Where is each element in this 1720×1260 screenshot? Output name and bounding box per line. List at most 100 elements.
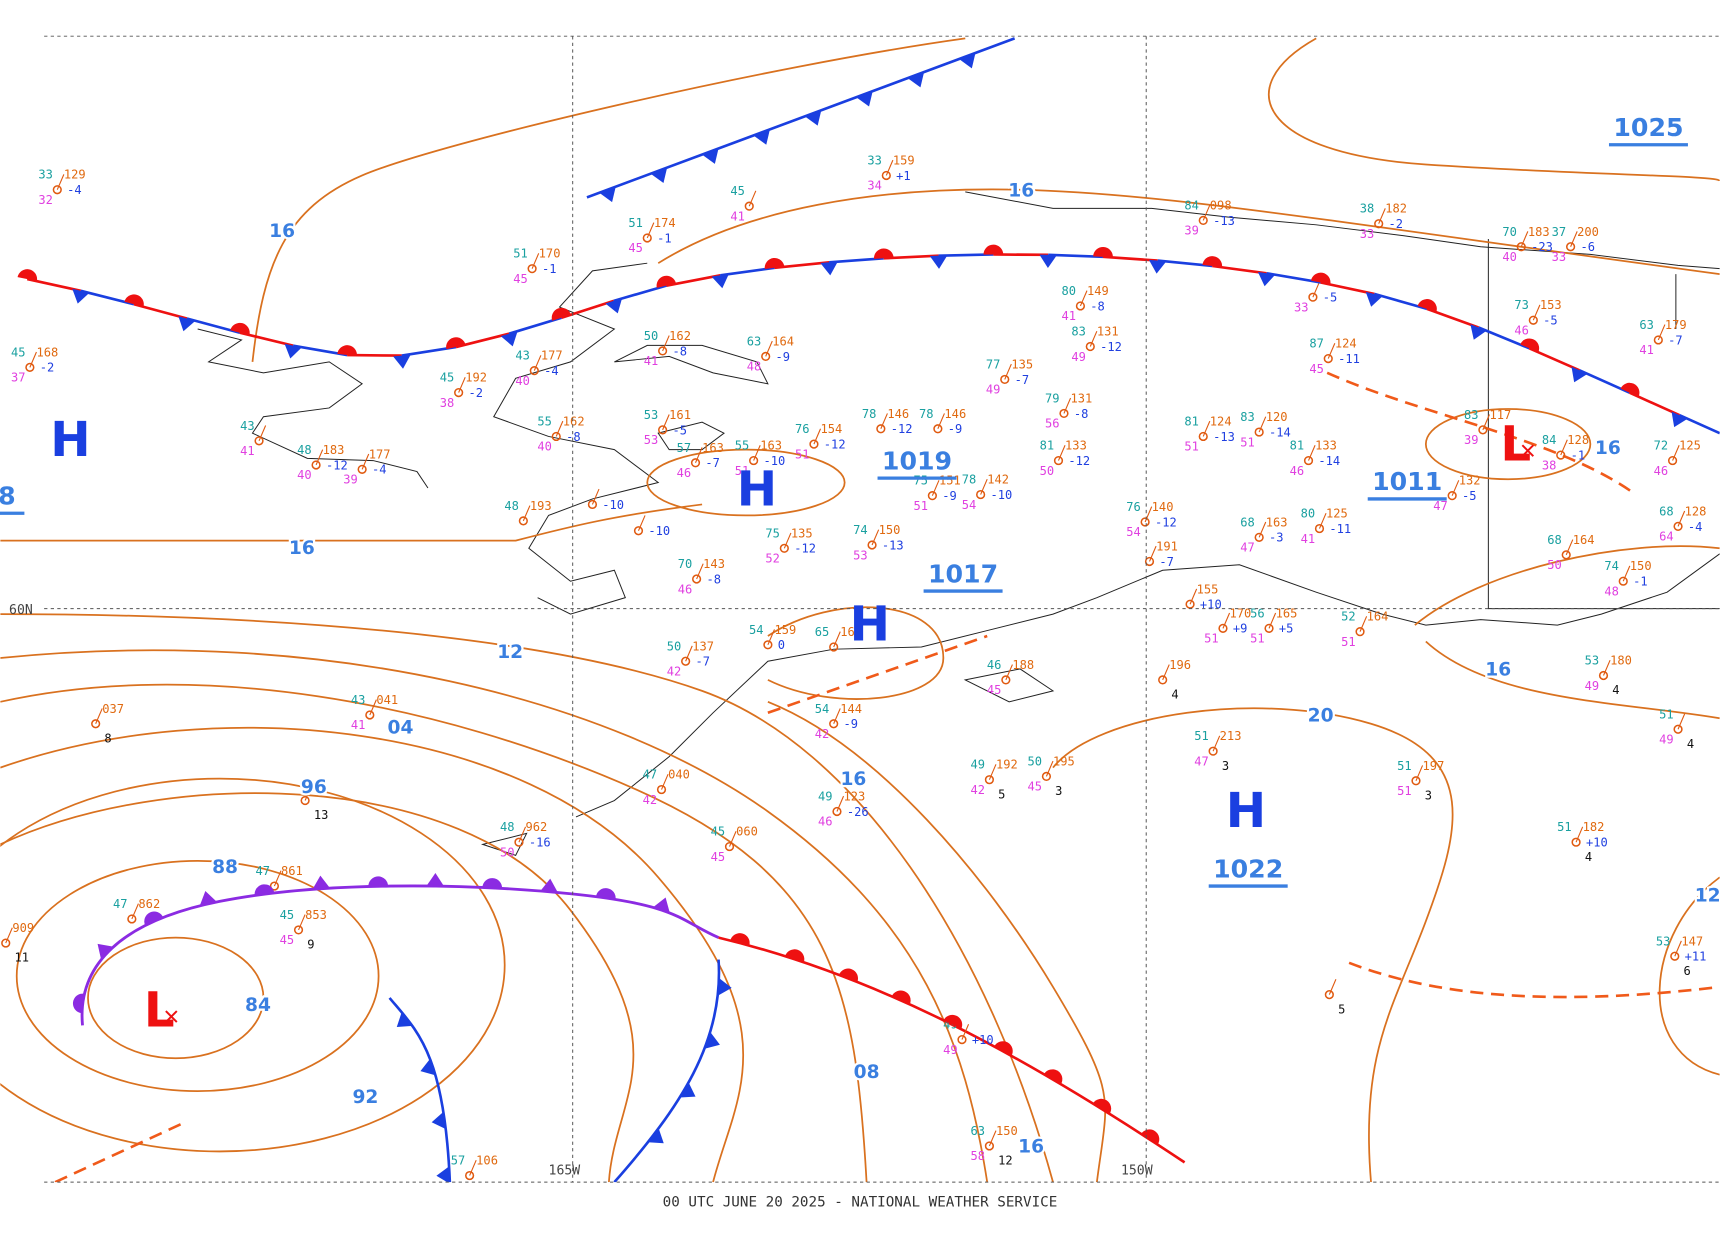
wind-barb (783, 532, 792, 549)
station-temp: 84 (1542, 433, 1557, 447)
front-triangle (856, 91, 873, 107)
station-tend: -8 (706, 572, 721, 586)
station-dew: 51 (795, 447, 810, 461)
station-dew: 50 (1547, 558, 1562, 572)
station-temp: 81 (1184, 414, 1199, 428)
station-pres: 131 (1071, 391, 1093, 405)
station-pres: 120 (1266, 410, 1288, 424)
wind-barb (931, 480, 940, 496)
station-temp: 81 (1290, 439, 1305, 453)
station-pres: 161 (840, 625, 862, 639)
front-triangle (500, 331, 518, 347)
front-semicircle (144, 911, 164, 926)
coastline (614, 344, 769, 385)
station-marker (1478, 425, 1488, 435)
wind-barb (1674, 940, 1682, 957)
station-dew: 50 (1040, 464, 1055, 478)
station-temp: 76 (795, 422, 810, 436)
station-pres: 162 (563, 414, 585, 428)
station-dew: 33 (1294, 300, 1309, 314)
station-pres: 060 (736, 825, 758, 839)
front-triangle (540, 878, 558, 893)
station-temp: 65 (815, 625, 830, 639)
station-pres: 853 (305, 908, 327, 922)
station-dew: 41 (1639, 343, 1654, 357)
station-pres: 197 (1423, 759, 1445, 773)
wind-barb (1045, 760, 1054, 777)
front-triangle (178, 316, 196, 332)
station-tend: -10 (602, 498, 624, 512)
central-pressure: 1022 (1213, 854, 1283, 883)
station-pres: 164 (1573, 533, 1595, 547)
station-tend: -5 (672, 423, 687, 437)
station-dew: 47 (1433, 499, 1448, 513)
station-temp: 53 (644, 408, 659, 422)
station-marker (867, 540, 877, 550)
station-tend: -7 (1015, 373, 1030, 387)
front-semicircle (730, 933, 750, 946)
front-semicircle (1520, 338, 1540, 353)
wind-barb (131, 903, 139, 920)
station-temp: 78 (962, 473, 977, 487)
wind-barb (1258, 416, 1267, 433)
station-temp: 70 (1502, 225, 1517, 239)
station-marker (1144, 556, 1155, 567)
wind-barb (1560, 439, 1568, 456)
wind-barb (1089, 330, 1098, 347)
station-tend: -12 (326, 458, 348, 472)
station-dew: 47 (1194, 754, 1209, 768)
station-marker (1653, 335, 1663, 345)
wind-barb (662, 335, 670, 352)
longitude-label: 150W (1121, 1163, 1153, 1178)
isobar (1268, 37, 1720, 182)
station-tend: +9 (1233, 622, 1248, 636)
wind-barb (1162, 664, 1170, 681)
station-tend: -12 (794, 542, 816, 556)
front-triangle (711, 273, 729, 289)
station-marker (1561, 550, 1571, 560)
station-pres: 037 (102, 702, 124, 716)
station-pres: 164 (1367, 610, 1389, 624)
front-segment (1478, 326, 1530, 350)
station-marker (1140, 517, 1150, 527)
station-tend: +5 (1279, 622, 1294, 636)
station-pres: 133 (1315, 439, 1337, 453)
front-semicircle (785, 949, 805, 963)
station-marker (127, 914, 137, 924)
front-triangle (1365, 291, 1383, 307)
wind-barb (469, 1159, 477, 1176)
station-dew: 54 (962, 498, 977, 512)
front-triangle (396, 1012, 413, 1028)
wind-barb (1328, 979, 1337, 995)
isobar (0, 777, 506, 1153)
station-temp: 51 (1397, 759, 1412, 773)
station-dew: 49 (1659, 732, 1674, 746)
wind-barb (1451, 480, 1460, 496)
station-other: 4 (1585, 850, 1592, 864)
station-dew: 54 (1126, 525, 1141, 539)
isobar (0, 792, 635, 1183)
front-triangle (679, 1082, 696, 1098)
front-semicircle (368, 876, 389, 887)
station-other: 3 (1425, 788, 1432, 802)
station-tend: -10 (648, 524, 670, 538)
central-pressure: 1017 (928, 559, 998, 588)
station-dew: 34 (867, 179, 882, 193)
station-marker (1598, 670, 1609, 681)
station-marker (1447, 491, 1457, 501)
isobar (0, 683, 868, 1183)
station-tend: -12 (1155, 515, 1177, 529)
wind-barb (298, 914, 306, 931)
wind-barb (273, 870, 282, 887)
station-marker (633, 526, 644, 536)
station-pres: 144 (840, 702, 862, 716)
front-triangle (1671, 411, 1688, 428)
station-marker (1185, 599, 1195, 609)
station-marker (1158, 675, 1168, 685)
station-marker (52, 185, 62, 195)
station-pres: 142 (987, 473, 1009, 487)
front-semicircle (230, 322, 250, 336)
station-marker (514, 837, 524, 847)
station-dew: 45 (987, 683, 1002, 697)
station-pres: 195 (1053, 754, 1075, 768)
